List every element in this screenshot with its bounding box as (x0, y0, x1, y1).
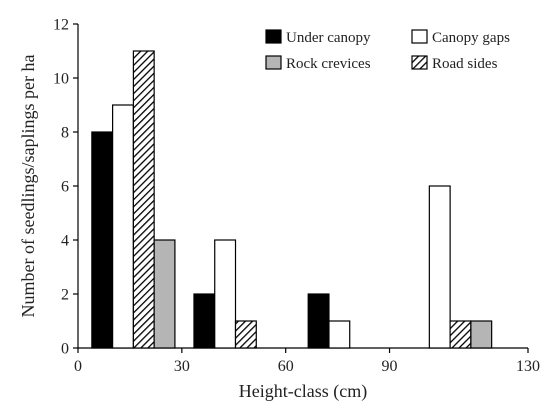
y-tick-label: 10 (53, 71, 69, 88)
legend-label: Canopy gaps (432, 30, 510, 46)
x-tick-label: 90 (382, 358, 398, 375)
y-tick-label: 8 (61, 125, 69, 142)
legend-label: Under canopy (286, 30, 371, 46)
bar-canopy-gaps-30-60 (214, 239, 237, 349)
x-tick-label: 60 (278, 358, 294, 375)
bar-under-canopy-60-90 (307, 293, 330, 349)
y-tick-label: 12 (53, 17, 69, 34)
bar-road-sides-90-130 (449, 320, 472, 349)
bar-under-canopy-30-60 (193, 293, 216, 349)
bar-road-sides-30-60 (234, 320, 257, 349)
legend-swatch (265, 55, 282, 70)
legend: Under canopy Canopy gaps Rock crevices Road… (265, 29, 510, 72)
y-tick-label: 2 (61, 287, 69, 304)
x-tick-label: 30 (174, 358, 190, 375)
legend-swatch (411, 29, 428, 44)
x-tick-label: 0 (74, 358, 82, 375)
legend-label: Rock crevices (286, 56, 371, 72)
y-axis-title: Number of seedlings/saplings per ha (18, 55, 38, 318)
bar-canopy-gaps-0-30 (112, 104, 134, 349)
bar-under-canopy-0-30 (91, 131, 114, 349)
bar-canopy-gaps-60-90 (328, 320, 351, 349)
bar-rock-crevices-0-30 (153, 239, 176, 349)
bar-road-sides-0-30 (132, 50, 155, 349)
bar-rock-crevices-90-130 (470, 320, 493, 349)
x-axis-title: Height-class (cm) (239, 381, 367, 402)
bar-canopy-gaps-90-130 (428, 185, 451, 349)
x-ticks: 0 30 60 90 130 (74, 348, 540, 375)
y-ticks: 0 2 4 6 8 10 12 (53, 17, 78, 358)
legend-swatch (411, 55, 428, 70)
x-tick-label: 130 (516, 358, 540, 375)
bars (91, 50, 493, 349)
y-tick-label: 4 (61, 233, 69, 250)
y-tick-label: 0 (61, 341, 69, 358)
y-tick-label: 6 (61, 179, 69, 196)
legend-label: Road sides (432, 56, 498, 72)
legend-swatch (265, 29, 282, 44)
